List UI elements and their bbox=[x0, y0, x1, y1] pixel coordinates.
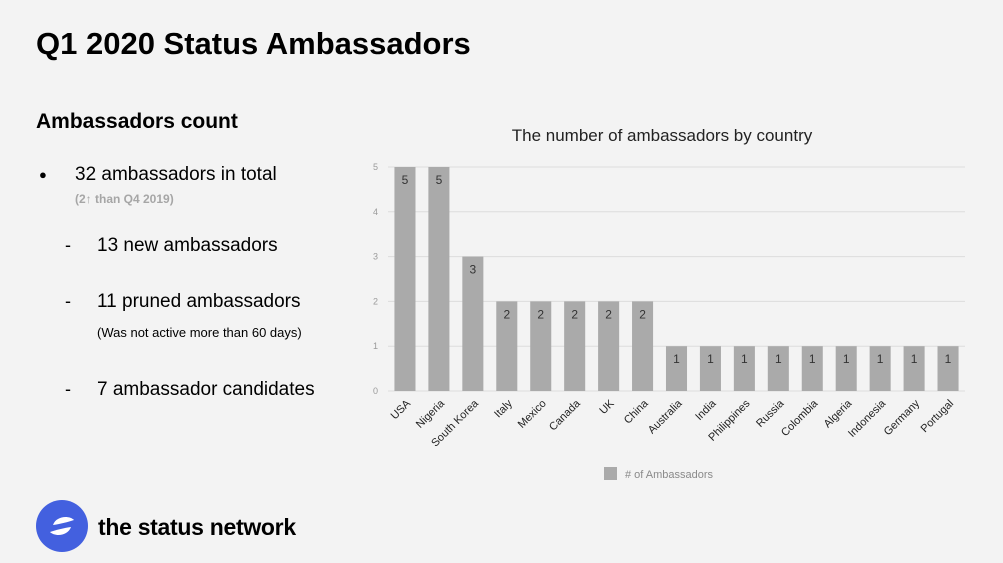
y-tick-label: 0 bbox=[373, 386, 378, 396]
bar bbox=[937, 346, 959, 391]
bar-value-label: 1 bbox=[775, 352, 782, 366]
y-tick-label: 4 bbox=[373, 207, 378, 217]
x-tick-label: Nigeria bbox=[414, 397, 448, 431]
x-tick-label: UK bbox=[597, 397, 617, 417]
x-tick-label: India bbox=[693, 397, 719, 423]
bar-value-label: 1 bbox=[707, 352, 714, 366]
y-tick-label: 5 bbox=[373, 162, 378, 172]
y-tick-label: 1 bbox=[373, 341, 378, 351]
bar bbox=[699, 346, 721, 391]
total-note: (2↑ than Q4 2019) bbox=[75, 192, 174, 206]
bar-value-label: 2 bbox=[605, 307, 612, 321]
bar bbox=[632, 301, 654, 391]
x-tick-label: Russia bbox=[754, 397, 787, 430]
bar-value-label: 2 bbox=[639, 307, 646, 321]
x-tick-label: Australia bbox=[646, 397, 685, 436]
sub-item-text: 13 new ambassadors bbox=[97, 235, 278, 256]
bar-value-label: 1 bbox=[877, 352, 884, 366]
bar bbox=[801, 346, 823, 391]
bar bbox=[665, 346, 688, 391]
bar-value-label: 2 bbox=[537, 307, 544, 321]
x-tick-label: Mexico bbox=[516, 398, 549, 431]
chart-title: The number of ambassadors by country bbox=[512, 126, 813, 145]
bar-value-label: 5 bbox=[402, 173, 409, 187]
y-tick-label: 3 bbox=[373, 252, 378, 262]
bar bbox=[496, 301, 518, 391]
bar bbox=[394, 167, 416, 391]
bar bbox=[903, 346, 925, 391]
x-tick-label: Germany bbox=[882, 397, 923, 438]
x-tick-label: Canada bbox=[547, 397, 583, 433]
x-tick-label: China bbox=[622, 397, 651, 426]
bar bbox=[598, 301, 620, 391]
y-tick-label: 2 bbox=[373, 296, 378, 306]
bar-value-label: 1 bbox=[843, 352, 850, 366]
x-tick-label: Indonesia bbox=[846, 397, 889, 440]
total-text: 32 ambassadors in total bbox=[75, 164, 277, 185]
x-tick-label: USA bbox=[389, 397, 414, 422]
bar bbox=[869, 346, 891, 391]
x-tick-label: Algeria bbox=[822, 397, 855, 430]
dash-icon: - bbox=[65, 235, 71, 255]
dash-icon: - bbox=[65, 291, 71, 311]
brand-name: the status network bbox=[98, 514, 296, 540]
bar-value-label: 2 bbox=[503, 307, 510, 321]
sub-item-note: (Was not active more than 60 days) bbox=[97, 325, 302, 340]
ambassadors-bar-chart: The number of ambassadors by country 0 1 2 3… bbox=[360, 115, 980, 495]
legend-swatch bbox=[604, 467, 617, 480]
x-tick-label: Portugal bbox=[919, 398, 956, 435]
bar-value-label: 5 bbox=[436, 173, 443, 187]
section-title: Ambassadors count bbox=[36, 110, 238, 133]
chart-svg: The number of ambassadors by country 0 1 2 3… bbox=[373, 126, 965, 481]
sub-item-text: 7 ambassador candidates bbox=[97, 379, 315, 400]
x-tick-label: Italy bbox=[492, 397, 515, 420]
bar-value-label: 2 bbox=[571, 307, 578, 321]
x-tick-label: Colombia bbox=[779, 397, 821, 439]
legend-label: # of Ambassadors bbox=[625, 469, 714, 481]
slide-title: Q1 2020 Status Ambassadors bbox=[36, 26, 471, 61]
bar-value-label: 1 bbox=[741, 352, 748, 366]
bar bbox=[767, 346, 789, 391]
bar bbox=[733, 346, 755, 391]
bullet-dot-icon: ● bbox=[39, 167, 47, 182]
bar bbox=[530, 301, 552, 391]
sub-item-text: 11 pruned ambassadors bbox=[97, 291, 301, 312]
bar bbox=[428, 167, 450, 391]
status-logo-icon bbox=[36, 500, 88, 552]
bar-value-label: 3 bbox=[470, 263, 477, 277]
dash-icon: - bbox=[65, 379, 71, 399]
bar-value-label: 1 bbox=[911, 352, 918, 366]
bar bbox=[462, 256, 484, 391]
bar bbox=[835, 346, 857, 391]
bar-value-label: 1 bbox=[809, 352, 816, 366]
bar-value-label: 1 bbox=[673, 352, 680, 366]
bar-value-label: 1 bbox=[945, 352, 952, 366]
bar bbox=[564, 301, 586, 391]
